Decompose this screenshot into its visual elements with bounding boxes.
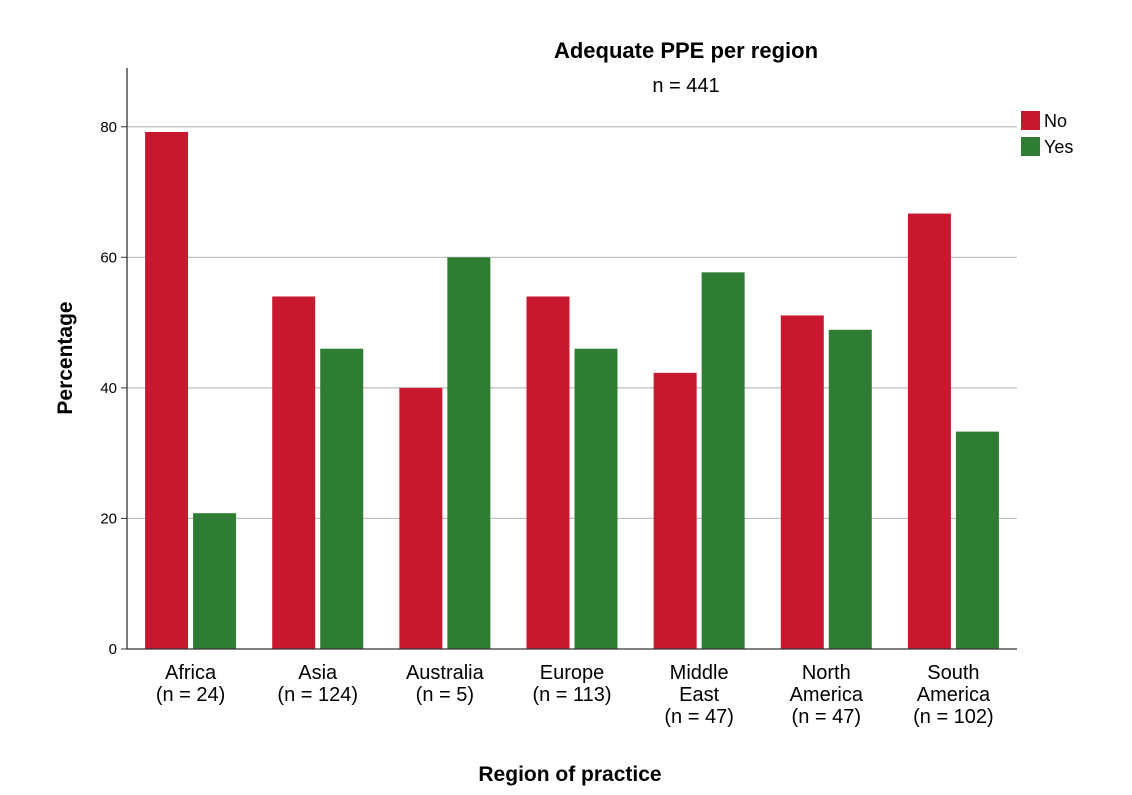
x-category-label-line: North xyxy=(802,662,851,684)
bar xyxy=(907,213,951,649)
x-category-label-line: (n = 5) xyxy=(416,684,474,706)
x-category-label-line: America xyxy=(917,684,991,706)
y-axis-label: Percentage xyxy=(54,301,77,414)
bar xyxy=(653,372,697,649)
x-category-label-line: Asia xyxy=(298,662,338,684)
x-category-label-line: South xyxy=(927,662,979,684)
bar xyxy=(701,272,745,649)
x-category-label: North America (n = 47) xyxy=(790,662,864,728)
bar xyxy=(526,296,570,649)
y-tick-label: 40 xyxy=(100,380,117,397)
x-category-label-line: Australia xyxy=(406,662,485,684)
x-axis-label: Region of practice xyxy=(478,763,661,786)
x-category-label: Australia (n = 5) xyxy=(406,662,485,706)
bar xyxy=(955,431,999,649)
y-tick-label: 0 xyxy=(109,641,117,658)
bar xyxy=(399,387,443,649)
y-tick-labels: 0 20 40 60 80 xyxy=(100,119,117,658)
y-tick-label: 20 xyxy=(100,510,117,527)
x-category-label: Middle East (n = 47) xyxy=(664,662,733,728)
x-category-label: Europe (n = 113) xyxy=(532,662,611,706)
bar xyxy=(447,257,491,649)
legend-label: Yes xyxy=(1044,137,1073,157)
legend-label: No xyxy=(1044,111,1067,131)
x-category-label-line: (n = 102) xyxy=(913,706,994,728)
x-category-label: South America (n = 102) xyxy=(913,662,994,728)
legend-swatch xyxy=(1021,111,1040,130)
x-category-label-line: (n = 24) xyxy=(156,684,225,706)
x-category-labels: Africa (n = 24)Asia (n = 124)Australia (n =… xyxy=(156,662,994,728)
bar xyxy=(828,329,872,649)
bar xyxy=(780,315,824,649)
x-category-label: Asia (n = 124) xyxy=(277,662,358,706)
legend-swatch xyxy=(1021,137,1040,156)
bar xyxy=(145,131,189,649)
x-category-label-line: Africa xyxy=(165,662,217,684)
x-category-label-line: (n = 47) xyxy=(792,706,861,728)
legend: No Yes xyxy=(1021,111,1073,157)
chart-subtitle: n = 441 xyxy=(652,75,719,97)
x-category-label-line: (n = 113) xyxy=(532,684,611,706)
x-category-label-line: (n = 47) xyxy=(664,706,733,728)
x-category-label-line: Middle xyxy=(670,662,729,684)
x-category-label-line: America xyxy=(790,684,864,706)
bar xyxy=(193,513,237,649)
y-tick-label: 60 xyxy=(100,249,117,266)
x-category-label-line: (n = 124) xyxy=(277,684,358,706)
bar xyxy=(320,348,364,649)
chart-title: Adequate PPE per region xyxy=(554,38,818,63)
axes xyxy=(126,68,1017,650)
bars xyxy=(145,131,999,649)
bar xyxy=(272,296,316,649)
bar xyxy=(574,348,618,649)
y-tick-label: 80 xyxy=(100,119,117,136)
x-category-label-line: Europe xyxy=(540,662,605,684)
x-category-label: Africa (n = 24) xyxy=(156,662,225,706)
x-category-label-line: East xyxy=(679,684,719,706)
